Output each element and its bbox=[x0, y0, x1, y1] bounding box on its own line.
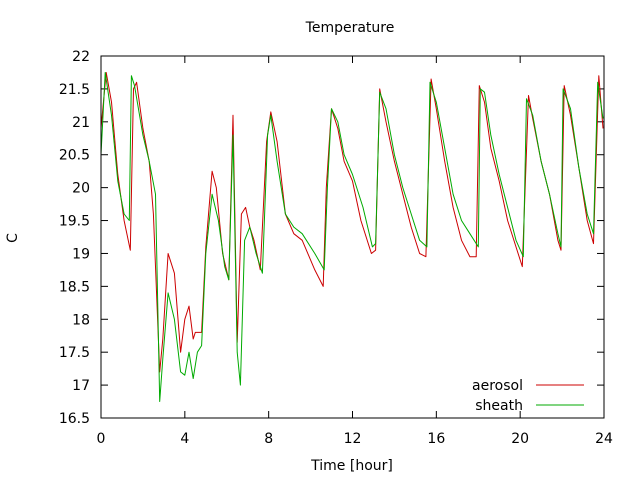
x-tick-label: 20 bbox=[511, 431, 529, 447]
y-tick-label: 18 bbox=[72, 312, 90, 328]
y-tick-label: 17.5 bbox=[59, 345, 90, 361]
y-tick-label: 21.5 bbox=[59, 82, 90, 98]
x-tick-label: 12 bbox=[344, 431, 362, 447]
series-line-aerosol bbox=[100, 72, 604, 373]
series-line-sheath bbox=[100, 72, 604, 402]
legend-label-sheath: sheath bbox=[475, 398, 523, 414]
y-tick-label: 19 bbox=[72, 246, 90, 262]
y-tick-label: 19.5 bbox=[59, 214, 90, 230]
y-axis-label: C bbox=[5, 233, 21, 243]
x-axis-label: Time [hour] bbox=[310, 458, 393, 474]
y-tick-label: 18.5 bbox=[59, 279, 90, 295]
y-tick-label: 21 bbox=[72, 115, 90, 131]
plot-frame bbox=[100, 55, 605, 419]
plot-lines bbox=[100, 72, 604, 402]
y-tick-label: 16.5 bbox=[59, 411, 90, 427]
x-tick-label: 4 bbox=[180, 431, 189, 447]
chart-title: Temperature bbox=[305, 20, 395, 36]
y-tick-label: 20 bbox=[72, 181, 90, 197]
x-tick-label: 0 bbox=[97, 431, 106, 447]
legend-label-aerosol: aerosol bbox=[472, 378, 523, 394]
y-tick-label: 17 bbox=[72, 378, 90, 394]
y-tick-label: 20.5 bbox=[59, 148, 90, 164]
x-tick-label: 8 bbox=[264, 431, 273, 447]
x-tick-label: 16 bbox=[427, 431, 445, 447]
legend: aerosol sheath bbox=[472, 378, 584, 414]
y-tick-label: 22 bbox=[72, 49, 90, 65]
x-tick-label: 24 bbox=[595, 431, 613, 447]
